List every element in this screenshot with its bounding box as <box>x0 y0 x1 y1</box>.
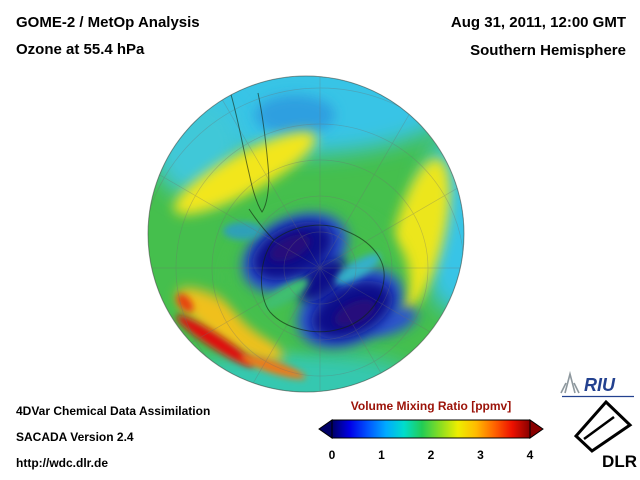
tick-label-0: 0 <box>328 448 336 462</box>
tick-label-2: 2 <box>427 448 435 462</box>
riu-tower-icon <box>560 371 580 394</box>
globe-rim <box>147 75 465 393</box>
colorbar-gradient-bar <box>331 419 531 439</box>
riu-logo-text: RIU <box>584 375 616 395</box>
dlr-logo: DLR <box>573 399 637 471</box>
header-left: GOME-2 / MetOp Analysis Ozone at 55.4 hP… <box>16 9 200 63</box>
colorbar <box>318 419 544 439</box>
dlr-emblem-icon <box>573 399 633 453</box>
riu-logo: RIU <box>560 371 634 398</box>
url-label: http://wdc.dlr.de <box>16 456 108 470</box>
colorbar-block: Volume Mixing Ratio [ppmv] 0 1 2 3 4 <box>318 399 544 463</box>
hemisphere-ozone-map <box>147 75 465 393</box>
tick-label-3: 3 <box>477 448 484 462</box>
colorbar-tick-labels: 0 1 2 3 4 <box>328 448 534 463</box>
ozone-field <box>148 76 464 392</box>
datetime-label: Aug 31, 2011, 12:00 GMT <box>450 14 626 31</box>
header-right: Aug 31, 2011, 12:00 GMT Southern Hemisph… <box>451 9 626 65</box>
colorbar-title: Volume Mixing Ratio [ppmv] <box>350 399 512 413</box>
assimilation-label: 4DVar Chemical Data Assimilation <box>16 404 211 418</box>
tick-label-1: 1 <box>378 448 385 462</box>
dlr-logo-text: DLR <box>602 452 637 471</box>
colorbar-left-arrow <box>318 419 333 439</box>
version-label: SACADA Version 2.4 <box>16 430 134 444</box>
quantity-title: Ozone at 55.4 hPa <box>16 41 145 58</box>
colorbar-right-arrow <box>529 419 544 439</box>
product-title: GOME-2 / MetOp Analysis <box>16 14 200 31</box>
footer-credits: 4DVar Chemical Data Assimilation SACADA … <box>16 398 210 476</box>
tick-label-4: 4 <box>526 448 534 462</box>
region-label: Southern Hemisphere <box>470 42 626 59</box>
coastlines <box>229 90 385 333</box>
